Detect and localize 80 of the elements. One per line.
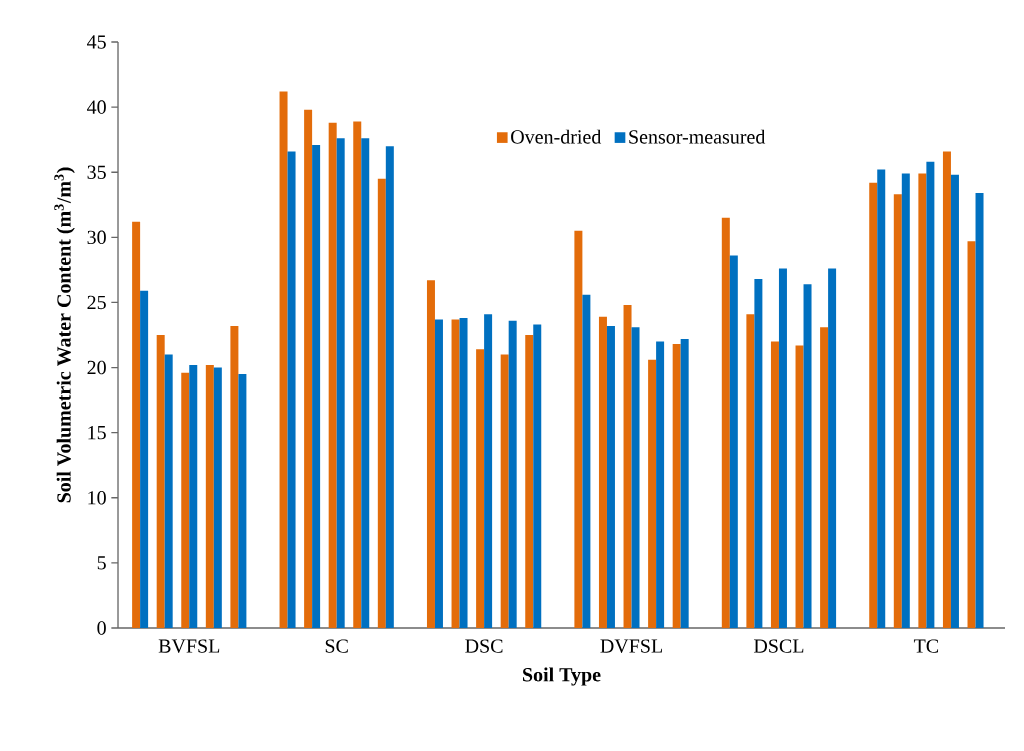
bar	[901, 173, 910, 628]
bar	[500, 354, 509, 628]
bar	[950, 174, 959, 628]
y-tick-label: 10	[88, 491, 106, 505]
y-axis-title: Soil Volumetric Water Content (m$^{3}$/m$^{3}$)	[54, 167, 75, 503]
y-tick-label: 40	[87, 100, 106, 114]
bar	[877, 169, 886, 628]
y-tick-label: 30	[87, 230, 106, 245]
bar	[680, 338, 689, 628]
bar	[508, 320, 517, 628]
bar	[238, 374, 247, 628]
y-tick-label: 20	[87, 360, 106, 375]
bar	[451, 319, 460, 628]
bar	[729, 255, 738, 628]
bar	[279, 91, 288, 628]
bar	[459, 318, 468, 628]
bar	[746, 314, 755, 628]
bar	[820, 327, 829, 628]
bar	[893, 194, 902, 628]
bar	[426, 280, 435, 628]
y-tick-label: 25	[87, 295, 106, 310]
bar	[164, 354, 173, 628]
bar	[721, 217, 730, 628]
x-axis-title: Soil Type	[523, 667, 601, 686]
bar	[828, 268, 837, 628]
x-tick-label: DVFSL	[600, 639, 662, 653]
bar	[648, 359, 657, 628]
bar	[312, 144, 321, 628]
bar	[672, 344, 681, 628]
bar	[778, 268, 787, 628]
bar	[754, 279, 763, 628]
bar	[205, 364, 214, 628]
y-tick-label: 35	[87, 165, 106, 179]
legend-label: Sensor-measured	[629, 129, 766, 144]
bar	[803, 284, 812, 628]
bar	[525, 335, 534, 628]
bar	[304, 109, 313, 628]
bar	[582, 294, 591, 628]
bar	[656, 341, 665, 628]
bar	[484, 314, 493, 628]
bar	[336, 138, 345, 628]
bar	[361, 138, 370, 628]
y-tick-label: 0	[97, 621, 106, 635]
bar	[770, 341, 779, 628]
bar	[132, 221, 141, 628]
bar	[926, 161, 935, 628]
bar	[156, 335, 165, 628]
bar	[623, 305, 632, 628]
bar	[918, 173, 927, 628]
bar	[795, 345, 804, 628]
x-tick-label: SC	[325, 639, 348, 653]
bar	[975, 193, 984, 628]
bar	[942, 151, 951, 628]
x-tick-label: DSC	[465, 639, 503, 653]
x-tick-label: BVFSL	[158, 639, 220, 653]
bar	[213, 367, 222, 628]
bar	[434, 319, 443, 628]
y-tick-label: 45	[87, 35, 106, 49]
bar	[631, 327, 640, 628]
bar	[476, 349, 485, 628]
bar	[181, 372, 190, 628]
bar	[574, 230, 583, 628]
x-tick-label: TC	[913, 639, 939, 653]
x-tick-label: DSCL	[753, 639, 804, 653]
bar	[328, 122, 337, 628]
bar	[869, 182, 878, 628]
bar	[533, 324, 542, 628]
bar	[189, 364, 198, 628]
bar	[606, 325, 615, 628]
bar	[377, 178, 386, 628]
bar	[967, 241, 976, 628]
legend-label: Oven-dried	[511, 129, 602, 144]
y-tick-label: 15	[88, 425, 106, 440]
bar	[385, 146, 394, 628]
bar	[353, 121, 362, 628]
y-tick-label: 5	[97, 556, 106, 570]
bar	[140, 290, 149, 628]
bar	[287, 151, 296, 628]
bar	[230, 325, 239, 628]
bar	[598, 316, 607, 628]
